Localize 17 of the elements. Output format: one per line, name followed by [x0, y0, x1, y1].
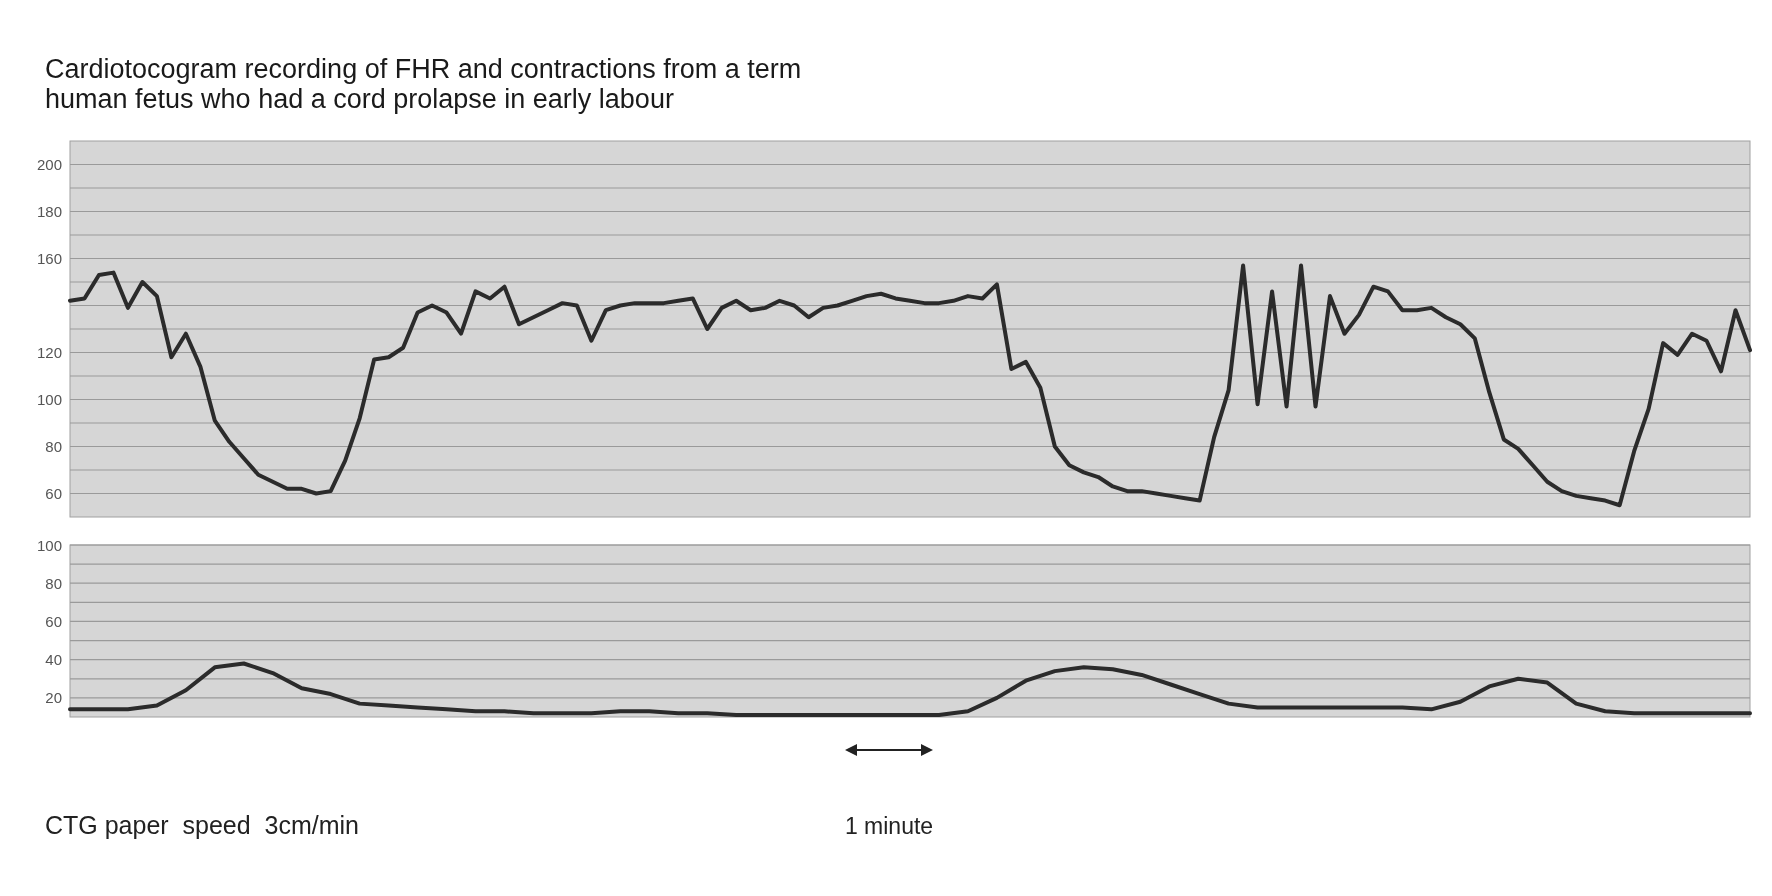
- line-series: [68, 263, 1752, 508]
- y-tick-label: 60: [45, 612, 62, 630]
- y-tick-label: 20: [45, 689, 62, 707]
- chart-title: Cardiotocogram recording of FHR and contractions from a term human fetus who had a cord prolapse in early labour: [45, 54, 802, 114]
- y-tick-label: 80: [45, 574, 62, 592]
- y-tick-label: 40: [45, 651, 62, 669]
- y-tick-label: 80: [45, 438, 62, 455]
- y-tick-label: 160: [36, 250, 62, 267]
- text: 1 minute: [844, 813, 934, 839]
- text: CTG paper speed 3cm/min: [45, 811, 360, 839]
- line-series: [68, 661, 1752, 718]
- y-tick-label: 120: [36, 344, 62, 361]
- y-tick-label: 60: [45, 485, 62, 502]
- y-tick-label: 100: [36, 536, 62, 554]
- y-tick-label: 180: [36, 203, 62, 220]
- y-tick-label: 200: [36, 156, 62, 173]
- y-tick-label: 100: [36, 391, 62, 408]
